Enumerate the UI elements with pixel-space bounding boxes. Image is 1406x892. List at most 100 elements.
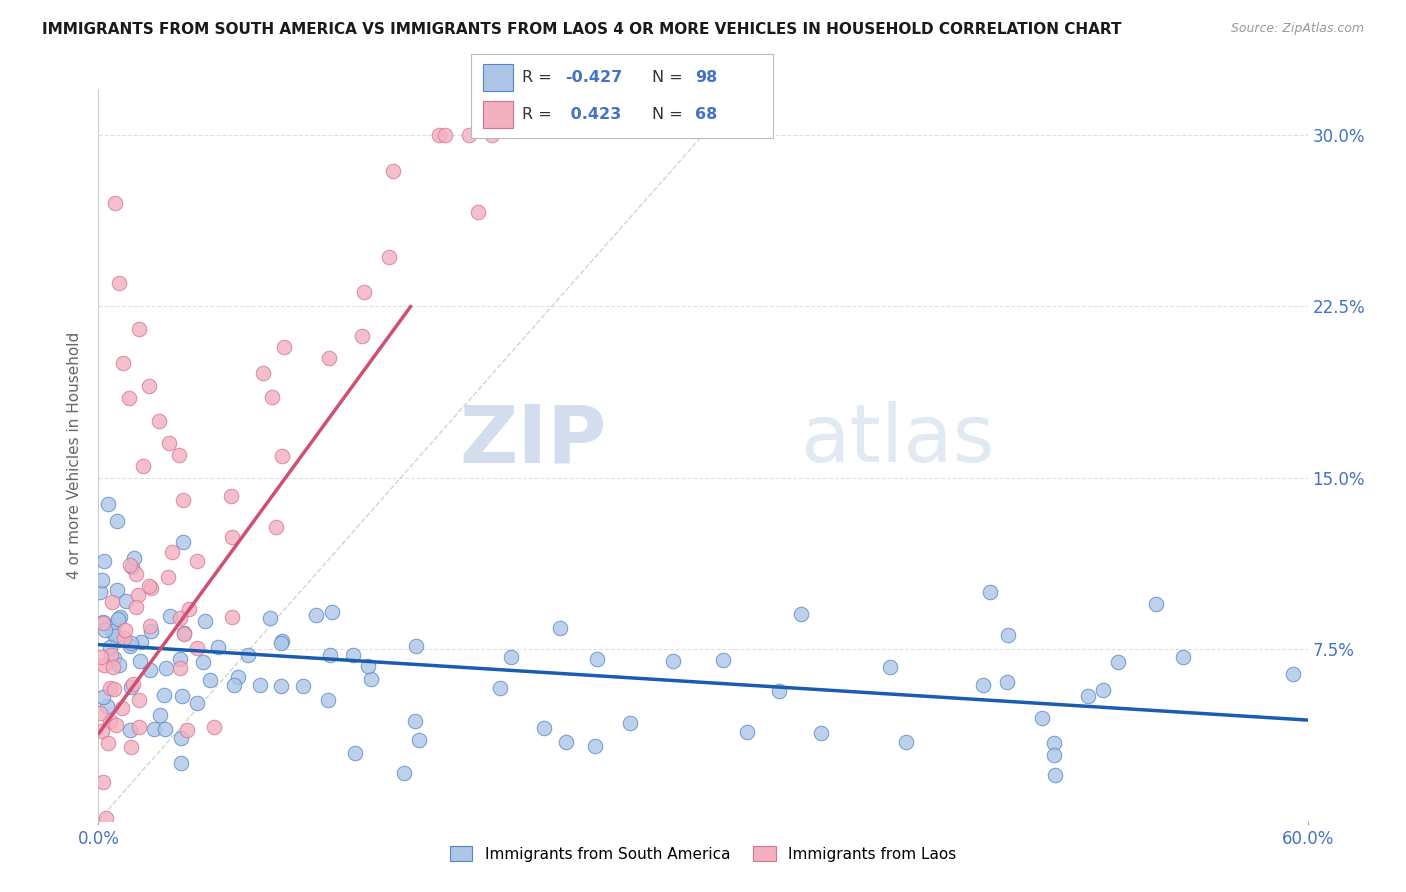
Point: [169, 661, 191, 675]
Point: [169, 652, 191, 666]
Point: [273, 340, 295, 354]
Point: [127, 589, 149, 603]
Point: [404, 714, 426, 728]
Bar: [484, 63, 513, 91]
Text: 98: 98: [695, 70, 717, 85]
Point: [93, 658, 115, 673]
Point: [1031, 710, 1053, 724]
Point: [352, 329, 374, 343]
Point: [194, 615, 217, 629]
Point: [1282, 667, 1305, 681]
Point: [735, 724, 758, 739]
Text: -0.427: -0.427: [565, 70, 621, 85]
Point: [548, 622, 571, 636]
Point: [270, 636, 292, 650]
Point: [1144, 597, 1167, 611]
Point: [111, 356, 134, 371]
Point: [405, 639, 427, 653]
Point: [153, 722, 176, 736]
Legend: Immigrants from South America, Immigrants from Laos: Immigrants from South America, Immigrant…: [443, 839, 963, 868]
Point: [879, 660, 901, 674]
Bar: [484, 101, 513, 128]
Point: [481, 128, 503, 142]
Point: [101, 624, 124, 638]
Point: [128, 322, 150, 336]
Point: [377, 250, 399, 264]
Point: [121, 559, 143, 574]
Point: [179, 601, 201, 615]
Point: [499, 650, 522, 665]
Point: [169, 611, 191, 625]
Point: [170, 756, 193, 771]
Text: 0.423: 0.423: [565, 107, 621, 122]
Point: [221, 609, 243, 624]
Point: [103, 618, 125, 632]
Point: [114, 594, 136, 608]
Point: [138, 379, 160, 393]
Point: [107, 612, 129, 626]
Point: [132, 459, 155, 474]
Point: [120, 680, 142, 694]
Point: [318, 648, 340, 662]
Point: [186, 554, 208, 568]
Point: [533, 721, 555, 735]
Point: [111, 701, 134, 715]
Point: [105, 514, 128, 528]
Point: [972, 678, 994, 692]
Point: [155, 660, 177, 674]
Point: [97, 736, 120, 750]
Point: [1077, 689, 1099, 703]
Point: [138, 579, 160, 593]
Point: [342, 648, 364, 662]
Point: [619, 715, 641, 730]
Point: [104, 629, 127, 643]
Point: [90, 573, 112, 587]
Point: [353, 285, 375, 299]
Point: [768, 684, 790, 698]
Point: [139, 624, 162, 638]
Point: [555, 735, 578, 749]
Point: [101, 595, 124, 609]
Point: [120, 636, 142, 650]
Point: [1171, 650, 1194, 665]
Point: [810, 726, 832, 740]
Point: [226, 670, 249, 684]
Point: [408, 733, 430, 747]
Point: [219, 489, 242, 503]
Point: [249, 678, 271, 692]
Point: [90, 650, 112, 665]
Point: [894, 735, 917, 749]
Y-axis label: 4 or more Vehicles in Household: 4 or more Vehicles in Household: [67, 331, 83, 579]
Point: [176, 723, 198, 738]
Point: [238, 648, 260, 663]
Text: IMMIGRANTS FROM SOUTH AMERICA VS IMMIGRANTS FROM LAOS 4 OR MORE VEHICLES IN HOUS: IMMIGRANTS FROM SOUTH AMERICA VS IMMIGRA…: [42, 22, 1122, 37]
Point: [270, 679, 292, 693]
Point: [264, 520, 287, 534]
Point: [458, 128, 481, 142]
Point: [270, 634, 292, 648]
Point: [118, 391, 141, 405]
Point: [100, 681, 122, 695]
Point: [91, 723, 114, 738]
Point: [96, 698, 118, 713]
Point: [381, 164, 404, 178]
Point: [105, 633, 128, 648]
Point: [789, 607, 811, 621]
Point: [172, 492, 194, 507]
Point: [97, 498, 120, 512]
Point: [1043, 768, 1066, 782]
Point: [103, 681, 125, 696]
Point: [156, 570, 179, 584]
Point: [89, 706, 111, 720]
Text: Source: ZipAtlas.com: Source: ZipAtlas.com: [1230, 22, 1364, 36]
Point: [1043, 736, 1066, 750]
Point: [101, 659, 124, 673]
Point: [96, 811, 118, 825]
Point: [207, 640, 229, 654]
Point: [128, 654, 150, 668]
Text: R =: R =: [523, 70, 557, 85]
Point: [198, 673, 221, 688]
Point: [91, 690, 114, 705]
Point: [93, 615, 115, 630]
Point: [153, 688, 176, 702]
